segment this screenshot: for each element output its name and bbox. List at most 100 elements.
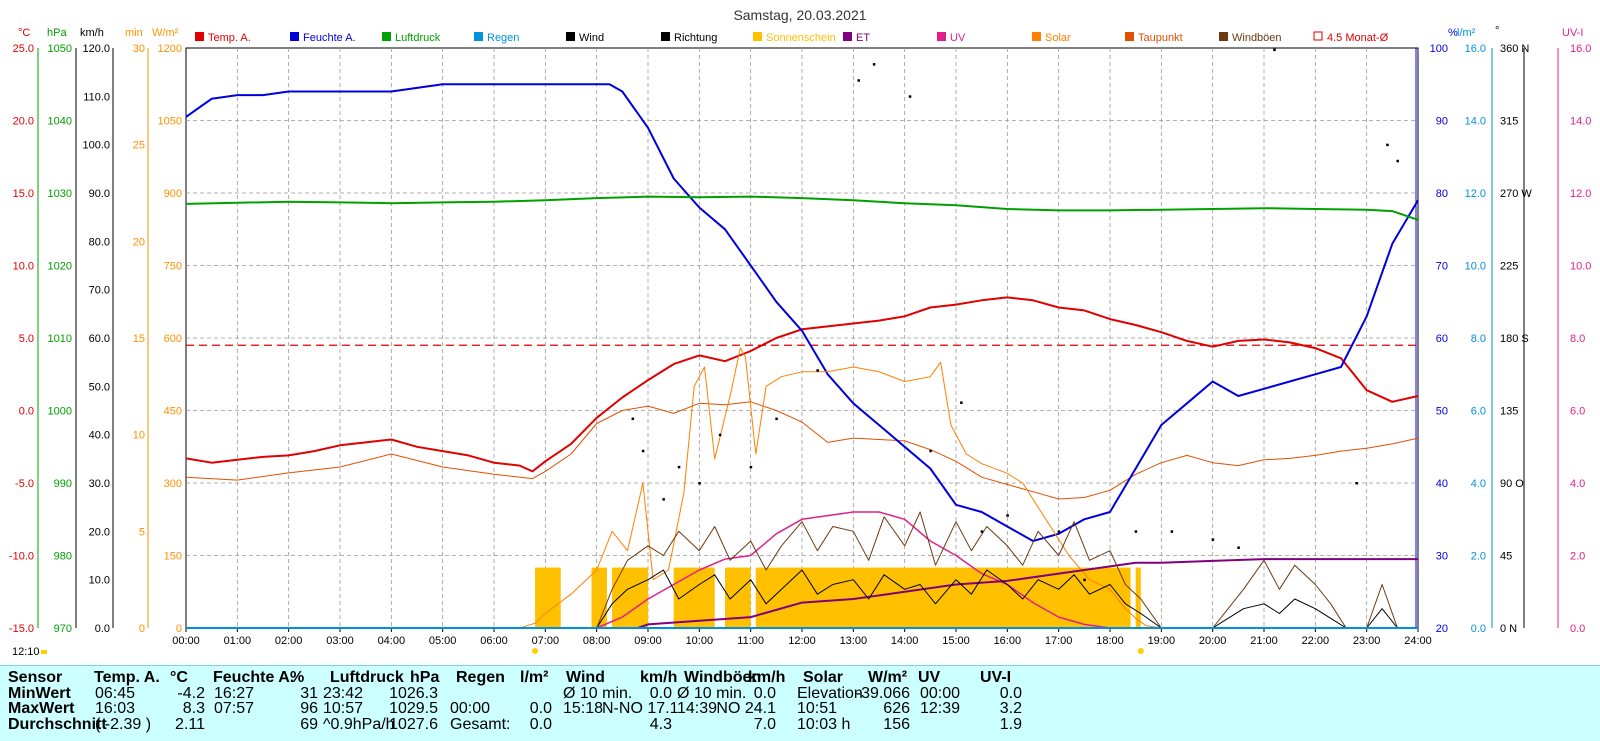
x-tick-label: 01:00 [224, 635, 252, 647]
direction-point [929, 449, 932, 453]
direction-point [1211, 538, 1215, 541]
tick-label-uvi: 10.0 [1570, 261, 1591, 273]
stats-label-pressure: 10:57 [323, 700, 364, 717]
tick-label-solar: 750 [164, 261, 182, 273]
stats-label-gusts: Ø 10 min. [677, 684, 747, 702]
tick-label-temp: 0.0 [19, 406, 34, 418]
series-line-luftdruck [185, 195, 1419, 221]
stats-header-gusts: Windböen [684, 669, 762, 686]
tick-label-rain: 8.0 [1471, 333, 1486, 345]
tick-label-solar: 1200 [158, 43, 182, 55]
stats-row-label: MaxWert [8, 700, 75, 717]
tick-label-solar: 600 [164, 333, 182, 345]
stats-label-wind: Ø 10 min. [563, 684, 633, 702]
tick-label-wind: 50.0 [89, 381, 110, 393]
tick-label-solar: 900 [164, 188, 182, 200]
tick-label-temp: -15.0 [9, 623, 34, 635]
stats-value-uv: 3.2 [999, 700, 1022, 717]
stats-label-temp: ( -2.39 ) [95, 715, 152, 733]
tick-label-wind: 40.0 [89, 430, 110, 442]
x-tick-label: 09:00 [634, 635, 662, 647]
tick-label-sun: 10 [133, 430, 145, 442]
stats-value-uv: 1.9 [999, 715, 1022, 733]
tick-label-humidity: 100 [1430, 43, 1448, 55]
legend-label: Windböen [1232, 32, 1282, 44]
tick-label-humidity: 50 [1436, 406, 1448, 418]
series-line-taupunkt [185, 401, 1419, 500]
stats-value-wind: 4.3 [649, 715, 672, 733]
tick-label-temp: 5.0 [19, 333, 34, 345]
direction-point [1355, 482, 1358, 485]
stats-row-label: Durchschnitt [8, 715, 107, 733]
direction-point [662, 498, 665, 501]
stats-value-wind: 0.0 [649, 684, 672, 702]
stats-label-solar: Elevation [797, 684, 863, 702]
series-line-windb-en [186, 511, 1418, 629]
direction-point [1083, 578, 1086, 582]
stats-header-rain: Regen [456, 669, 505, 686]
stats-label-humidity: 07:57 [214, 700, 255, 717]
x-tick-label: 24:00 [1404, 635, 1432, 647]
direction-point [1386, 143, 1389, 147]
tick-label-wind: 100.0 [82, 140, 110, 152]
stats-value-rain: 0.0 [529, 715, 552, 733]
tick-label-sun: 0 [139, 623, 145, 635]
legend-label: Richtung [674, 32, 717, 44]
stats-unit-wind: km/h [640, 669, 678, 686]
stats-value-rain: 0.0 [529, 700, 552, 717]
legend-label: Luftdruck [395, 32, 441, 44]
tick-label-uvi: 2.0 [1570, 551, 1585, 563]
tick-label-direction: 315 [1500, 116, 1518, 128]
stats-label-pressure: 23:42 [323, 684, 364, 702]
stats-unit-humidity: % [290, 669, 305, 686]
stats-value-humidity: 69 [300, 715, 318, 733]
stats-value-solar: 156 [883, 715, 910, 733]
x-tick-label: 23:00 [1353, 635, 1381, 647]
tick-label-humidity: 80 [1436, 188, 1448, 200]
tick-label-solar: 450 [164, 406, 182, 418]
tick-label-rain: 14.0 [1465, 116, 1486, 128]
legend-label: Taupunkt [1138, 32, 1183, 44]
stats-label-gusts: 14:39 [677, 700, 718, 717]
legend-label: Wind [579, 32, 604, 44]
tick-label-pressure: 1010 [48, 333, 72, 345]
unit-humidity: % [1448, 27, 1458, 39]
direction-point [1170, 530, 1174, 533]
series-line-uv [186, 511, 1136, 629]
legend-swatch [753, 32, 762, 41]
tick-label-solar: 0 [176, 623, 182, 635]
legend-label: Sonnenschein [766, 32, 836, 44]
stats-header-pressure: Luftdruck [330, 669, 404, 686]
stats-unit-solar: W/m² [868, 669, 908, 686]
x-tick-label: 14:00 [891, 635, 919, 647]
tick-label-uvi: 14.0 [1570, 116, 1591, 128]
x-tick-label: 06:00 [480, 635, 508, 647]
chart-legend: Temp. A. Feuchte A. Luftdruck Regen Wind Rich… [195, 31, 1389, 44]
time-marker-icon [41, 650, 47, 654]
x-tick-label: 13:00 [840, 635, 868, 647]
tick-label-pressure: 1020 [48, 261, 72, 273]
sunshine-bar [1135, 567, 1141, 628]
legend-swatch [1032, 32, 1041, 41]
series-line-temp-a- [185, 296, 1419, 473]
stats-value-pressure: 1027.6 [389, 715, 438, 733]
tick-label-wind: 60.0 [89, 333, 110, 345]
stats-label-pressure: ^0.9hPa/h [323, 715, 395, 733]
stats-row-label: MinWert [8, 684, 71, 702]
tick-label-uvi: 8.0 [1570, 333, 1585, 345]
stats-value-temp: 8.3 [182, 700, 205, 717]
series-line-et [186, 558, 1418, 629]
stats-value-uv: 0.0 [999, 684, 1022, 702]
stats-value-solar: 626 [883, 700, 910, 717]
stats-value-wind: N-NO 17.1 [602, 700, 679, 717]
x-tick-label: 11:00 [737, 635, 764, 647]
sunset-marker [1137, 648, 1144, 654]
tick-label-wind: 80.0 [89, 236, 110, 248]
legend-swatch [1125, 32, 1134, 41]
direction-point [718, 433, 722, 437]
stats-header-wind: Wind [566, 669, 605, 686]
stats-value-temp: -4.2 [177, 684, 205, 702]
tick-label-solar: 150 [164, 551, 182, 563]
direction-point [980, 530, 984, 533]
tick-label-wind: 70.0 [89, 285, 110, 297]
